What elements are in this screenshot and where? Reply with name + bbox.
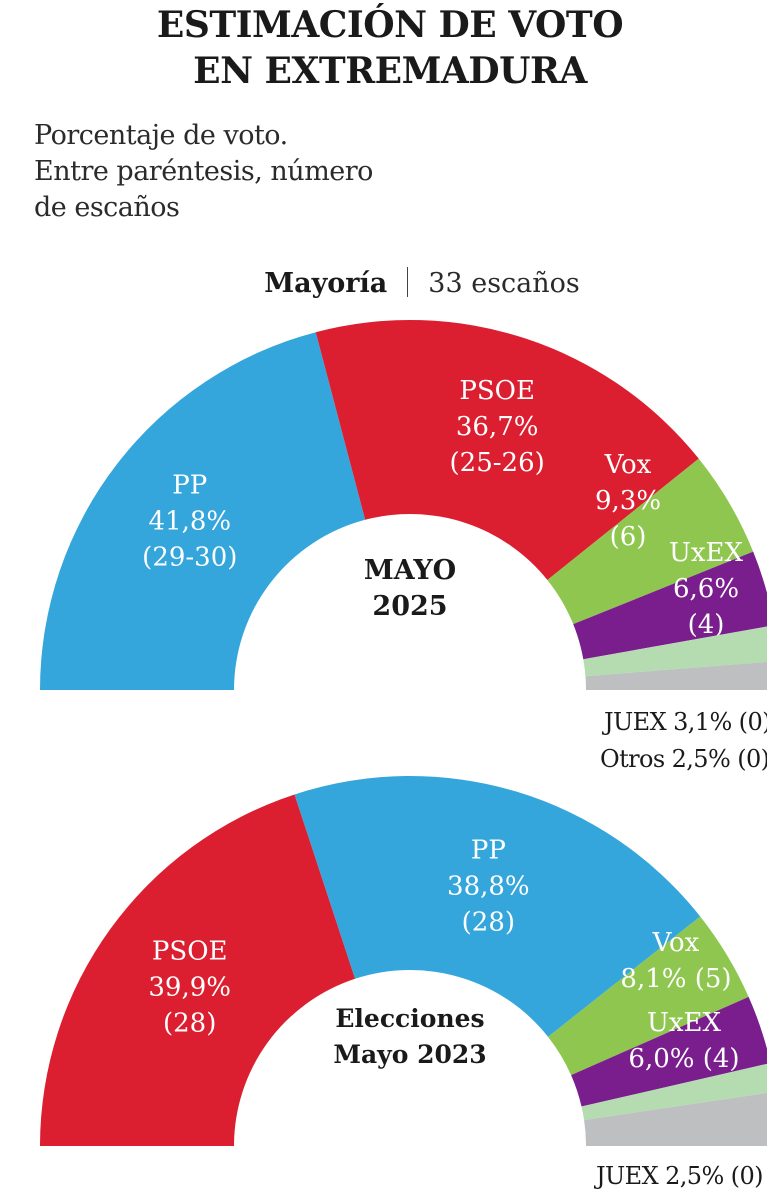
segment-otros-2025 [585,661,767,690]
chart-subtitle: Porcentaje de voto. Entre paréntesis, nú… [34,118,434,226]
segment-pp-2025 [40,332,366,690]
label-uxex-2025: UxEX 6,6% (4) [669,538,744,640]
center-label-2023-line-2: Mayo 2023 [333,1040,486,1069]
center-label-2023-line-1: Elecciones [335,1004,484,1033]
label-uxex-2023: UxEX 6,0% (4) [628,1008,739,1074]
label-psoe-2025: PSOE 36,7% (25-26) [450,376,545,478]
center-label-2025-line-1: MAYO [364,555,456,586]
chart-title: ESTIMACIÓN DE VOTO EN EXTREMADURA [0,2,767,94]
chart-title-line-2: EN EXTREMADURA [193,50,587,92]
segment-pp-2023 [294,776,701,1037]
label-psoe-2023: PSOE 39,9% (28) [148,936,231,1038]
segment-uxex-2025 [573,551,767,660]
label-pp-2023: PP 38,8% (28) [447,836,530,938]
segment-psoe-2025 [315,319,699,580]
otros-2025-label: Otros 2,5% (0) [600,745,767,773]
label-vox-2023: Vox 8,1% (5) [620,928,731,994]
majority-label: Mayoría [264,268,388,299]
segment-vox-2023 [548,916,749,1076]
subtitle-line-3: de escaños [34,192,180,223]
segment-juex-2023 [581,1063,767,1121]
center-label-2025-line-2: 2025 [372,591,447,622]
subtitle-line-1: Porcentaje de voto. [34,120,288,151]
chart-title-line-1: ESTIMACIÓN DE VOTO [156,4,624,46]
majority-value: 33 escaños [428,268,580,299]
juex-2025-label: JUEX 3,1% (0) [604,708,767,736]
segment-otros-2023 [584,1092,767,1146]
segment-juex-2025 [583,626,767,677]
label-pp-2025: PP 41,8% (29-30) [142,470,237,572]
segment-uxex-2023 [571,996,767,1107]
majority-divider [407,267,409,297]
subtitle-line-2: Entre paréntesis, número [34,156,373,187]
majority-indicator: Mayoría 33 escaños [0,264,767,304]
segment-vox-2025 [547,458,754,625]
juex-2023-label: JUEX 2,5% (0) [596,1162,763,1190]
segment-psoe-2023 [40,794,356,1146]
label-vox-2025: Vox 9,3% (6) [595,450,661,552]
